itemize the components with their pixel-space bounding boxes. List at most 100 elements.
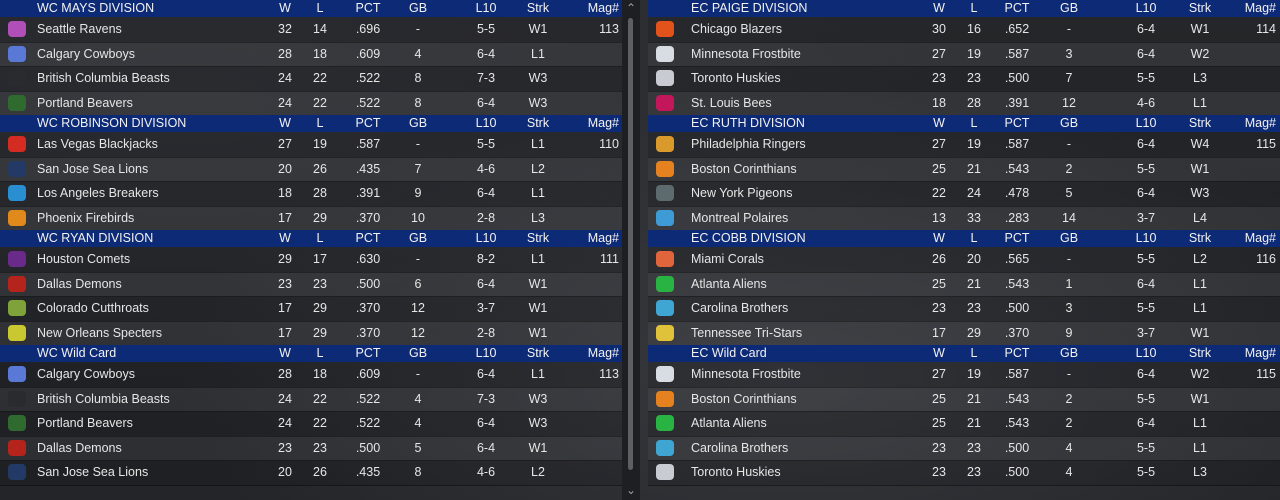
games-behind: 12 <box>411 301 425 315</box>
win-pct: .283 <box>1004 210 1030 225</box>
wins: 18 <box>932 95 946 110</box>
team-row[interactable]: Dallas Demons 23 23 .500 6 6-4 W1 <box>0 271 622 297</box>
last-10: 8-2 <box>476 252 496 266</box>
last-10: 6-4 <box>476 186 496 200</box>
win-pct: .500 <box>1004 71 1030 85</box>
games-behind: 9 <box>1065 325 1073 340</box>
chevron-up-icon[interactable]: ⌃ <box>625 1 637 15</box>
team-row[interactable]: Calgary Cowboys 28 18 .609 4 6-4 L1 <box>0 41 622 67</box>
team-row[interactable]: Houston Comets 29 17 .630 - 8-2 L1 111 <box>0 247 622 273</box>
losses: 29 <box>313 301 327 315</box>
team-row[interactable]: Boston Corinthians 25 21 .543 2 5-5 W1 <box>648 156 1280 182</box>
streak: L3 <box>1193 465 1207 479</box>
ravens-logo-icon <box>8 21 26 37</box>
flame-logo-icon <box>656 21 674 37</box>
team-name[interactable]: British Columbia Beasts <box>37 71 170 85</box>
team-name[interactable]: San Jose Sea Lions <box>37 161 149 176</box>
team-name[interactable]: Carolina Brothers <box>691 440 789 455</box>
wins: 30 <box>932 22 946 36</box>
team-name[interactable]: Miami Corals <box>691 252 764 266</box>
team-row[interactable]: Atlanta Aliens 25 21 .543 1 6-4 L1 <box>648 271 1280 297</box>
team-row[interactable]: Los Angeles Breakers 18 28 .391 9 6-4 L1 <box>0 181 622 207</box>
team-name[interactable]: Chicago Blazers <box>691 22 783 36</box>
team-row[interactable]: Miami Corals 26 20 .565 - 5-5 L2 116 <box>648 247 1280 273</box>
games-behind: 3 <box>1065 301 1073 315</box>
team-row[interactable]: Atlanta Aliens 25 21 .543 2 6-4 L1 <box>648 411 1280 437</box>
team-name[interactable]: Carolina Brothers <box>691 301 789 315</box>
team-row[interactable]: New Orleans Specters 17 29 .370 12 2-8 W1 <box>0 320 622 346</box>
column-header-l10: L10 <box>1135 346 1157 360</box>
team-row[interactable]: Chicago Blazers 30 16 .652 - 6-4 W1 114 <box>648 17 1280 43</box>
team-name[interactable]: Dallas Demons <box>37 276 122 291</box>
team-row[interactable]: Tennessee Tri-Stars 17 29 .370 9 3-7 W1 <box>648 320 1280 346</box>
team-name[interactable]: Las Vegas Blackjacks <box>37 137 158 151</box>
games-behind: 1 <box>1065 276 1073 291</box>
streak: W1 <box>528 22 548 36</box>
team-row[interactable]: New York Pigeons 22 24 .478 5 6-4 W3 <box>648 181 1280 207</box>
losses: 17 <box>313 252 327 266</box>
team-row[interactable]: British Columbia Beasts 24 22 .522 4 7-3 W3 <box>0 386 622 412</box>
team-name[interactable]: Boston Corinthians <box>691 161 797 176</box>
team-name[interactable]: New York Pigeons <box>691 186 793 200</box>
team-name[interactable]: Minnesota Frostbite <box>691 46 801 61</box>
team-row[interactable]: Philadelphia Ringers 27 19 .587 - 6-4 W4 115 <box>648 132 1280 158</box>
team-row[interactable]: Carolina Brothers 23 23 .500 4 5-5 L1 <box>648 435 1280 461</box>
team-name[interactable]: Minnesota Frostbite <box>691 367 801 381</box>
team-name[interactable]: Phoenix Firebirds <box>37 210 135 225</box>
team-row[interactable]: St. Louis Bees 18 28 .391 12 4-6 L1 <box>648 90 1280 116</box>
team-name[interactable]: Seattle Ravens <box>37 22 122 36</box>
team-name[interactable]: Montreal Polaires <box>691 210 789 225</box>
streak: L3 <box>1193 71 1207 85</box>
scrollbar-thumb[interactable] <box>628 18 633 470</box>
team-name[interactable]: Philadelphia Ringers <box>691 137 806 151</box>
team-row[interactable]: Seattle Ravens 32 14 .696 - 5-5 W1 113 <box>0 17 622 43</box>
team-name[interactable]: Tennessee Tri-Stars <box>691 325 803 340</box>
team-name[interactable]: Los Angeles Breakers <box>37 186 159 200</box>
team-name[interactable]: Portland Beavers <box>37 95 133 110</box>
team-row[interactable]: Toronto Huskies 23 23 .500 4 5-5 L3 <box>648 460 1280 486</box>
team-row[interactable]: Calgary Cowboys 28 18 .609 - 6-4 L1 113 <box>0 362 622 388</box>
team-name[interactable]: Boston Corinthians <box>691 391 797 406</box>
team-name[interactable]: Toronto Huskies <box>691 71 781 85</box>
scrollbar[interactable]: ⌃ ⌄ <box>622 0 640 500</box>
team-name[interactable]: Portland Beavers <box>37 416 133 430</box>
wins: 24 <box>278 416 292 430</box>
team-name[interactable]: Atlanta Aliens <box>691 276 767 291</box>
team-name[interactable]: St. Louis Bees <box>691 95 772 110</box>
team-name[interactable]: Colorado Cutthroats <box>37 301 149 315</box>
team-row[interactable]: Colorado Cutthroats 17 29 .370 12 3-7 W1 <box>0 296 622 322</box>
demon-logo-icon <box>8 439 26 456</box>
team-name[interactable]: Toronto Huskies <box>691 465 781 479</box>
team-name[interactable]: San Jose Sea Lions <box>37 465 149 479</box>
team-row[interactable]: Portland Beavers 24 22 .522 8 6-4 W3 <box>0 90 622 116</box>
column-header-w: W <box>933 231 945 245</box>
chevron-down-icon[interactable]: ⌄ <box>625 483 637 497</box>
team-row[interactable]: British Columbia Beasts 24 22 .522 8 7-3 W3 <box>0 66 622 92</box>
division-header: WC ROBINSON DIVISION W L PCT GB L10 Strk Mag# <box>0 115 622 132</box>
team-row[interactable]: Portland Beavers 24 22 .522 4 6-4 W3 <box>0 411 622 437</box>
team-name[interactable]: Calgary Cowboys <box>37 46 135 61</box>
team-row[interactable]: Carolina Brothers 23 23 .500 3 5-5 L1 <box>648 296 1280 322</box>
team-row[interactable]: Boston Corinthians 25 21 .543 2 5-5 W1 <box>648 386 1280 412</box>
team-row[interactable]: Minnesota Frostbite 27 19 .587 - 6-4 W2 115 <box>648 362 1280 388</box>
column-header-gb: GB <box>1059 116 1079 130</box>
column-header-gb: GB <box>1059 346 1079 360</box>
team-row[interactable]: Minnesota Frostbite 27 19 .587 3 6-4 W2 <box>648 41 1280 67</box>
team-row[interactable]: Phoenix Firebirds 17 29 .370 10 2-8 L3 <box>0 205 622 231</box>
team-name[interactable]: Houston Comets <box>37 252 131 266</box>
team-row[interactable]: San Jose Sea Lions 20 26 .435 8 4-6 L2 <box>0 460 622 486</box>
team-row[interactable]: San Jose Sea Lions 20 26 .435 7 4-6 L2 <box>0 156 622 182</box>
losses: 19 <box>967 367 981 381</box>
magic-number: 115 <box>1256 137 1276 151</box>
team-name[interactable]: New Orleans Specters <box>37 325 163 340</box>
losses: 23 <box>313 440 327 455</box>
team-row[interactable]: Toronto Huskies 23 23 .500 7 5-5 L3 <box>648 66 1280 92</box>
team-row[interactable]: Montreal Polaires 13 33 .283 14 3-7 L4 <box>648 205 1280 231</box>
team-name[interactable]: British Columbia Beasts <box>37 391 170 406</box>
team-row[interactable]: Las Vegas Blackjacks 27 19 .587 - 5-5 L1 110 <box>0 132 622 158</box>
team-name[interactable]: Atlanta Aliens <box>691 416 767 430</box>
team-row[interactable]: Dallas Demons 23 23 .500 5 6-4 W1 <box>0 435 622 461</box>
team-name[interactable]: Dallas Demons <box>37 440 122 455</box>
streak: W4 <box>1190 137 1210 151</box>
team-name[interactable]: Calgary Cowboys <box>37 367 135 381</box>
